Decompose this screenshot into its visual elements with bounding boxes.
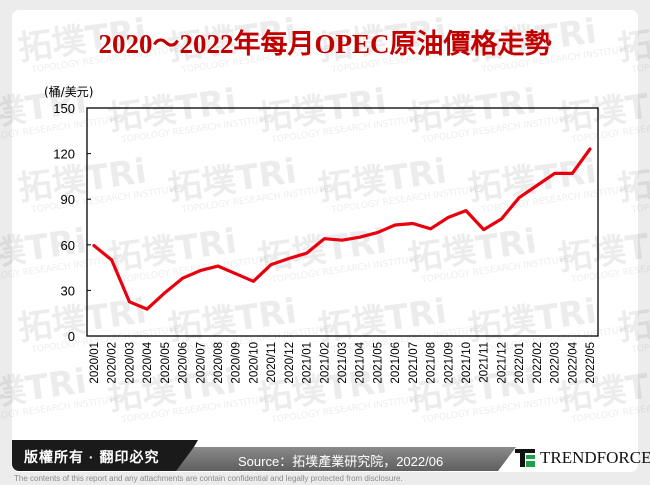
price-line <box>92 147 592 311</box>
x-tick-label: 2021/11 <box>479 342 491 383</box>
trendforce-logo-icon <box>515 449 535 467</box>
y-tick-label: 150 <box>53 101 75 116</box>
source-band <box>176 447 516 471</box>
x-tick-label: 2020/09 <box>231 342 243 384</box>
x-tick-label: 2020/10 <box>248 342 260 384</box>
x-tick-label: 2021/08 <box>426 342 438 384</box>
x-tick-label: 2020/01 <box>89 342 101 384</box>
x-tick-label: 2021/03 <box>337 342 349 384</box>
y-tick-label: 90 <box>61 192 75 207</box>
x-tick-label: 2022/03 <box>550 342 562 384</box>
x-tick-label: 2021/06 <box>390 342 402 384</box>
x-tick-label: 2021/04 <box>355 341 367 383</box>
x-tick-label: 2020/12 <box>284 342 296 384</box>
x-tick-label: 2020/08 <box>213 342 225 384</box>
x-tick-label: 2021/01 <box>302 342 314 384</box>
x-tick-label: 2021/02 <box>319 342 331 384</box>
source-text: Source：拓墣產業研究院，2022/06 <box>238 454 444 469</box>
x-tick-label: 2020/03 <box>124 342 136 384</box>
x-tick-label: 2020/04 <box>142 341 154 383</box>
trendforce-logo-text: TRENDFORCE <box>540 448 650 467</box>
x-tick-label: 2021/07 <box>408 342 420 384</box>
x-tick-label: 2021/12 <box>496 342 508 384</box>
x-tick-label: 2020/06 <box>178 342 190 384</box>
trendforce-logo: TRENDFORCE <box>515 448 650 468</box>
x-tick-label: 2020/11 <box>266 342 278 383</box>
x-tick-label: 2020/05 <box>160 342 172 384</box>
y-tick-label: 30 <box>61 283 75 298</box>
x-tick-label: 2021/05 <box>372 342 384 384</box>
x-tick-label: 2021/10 <box>461 342 473 384</box>
x-tick-label: 2020/07 <box>195 342 207 384</box>
x-tick-label: 2020/02 <box>107 342 119 384</box>
copyright-tab <box>12 440 198 471</box>
y-axis-label: (桶/美元) <box>44 84 93 99</box>
x-tick-label: 2022/05 <box>585 342 597 384</box>
x-tick-label: 2021/09 <box>443 342 455 384</box>
disclaimer-text: The contents of this report and any atta… <box>14 474 403 483</box>
x-tick-label: 2022/01 <box>514 342 526 384</box>
x-tick-label: 2022/04 <box>567 341 579 383</box>
x-tick-label: 2022/02 <box>532 342 544 384</box>
y-tick-label: 0 <box>68 329 75 344</box>
chart-card <box>12 10 638 472</box>
y-tick-label: 60 <box>61 238 75 253</box>
y-tick-label: 120 <box>53 147 75 162</box>
copyright-text: 版權所有 · 翻印必究 <box>24 449 160 465</box>
chart-title: 2020～2022年每月OPEC原油價格走勢 <box>98 29 552 59</box>
plot-frame <box>86 107 599 337</box>
